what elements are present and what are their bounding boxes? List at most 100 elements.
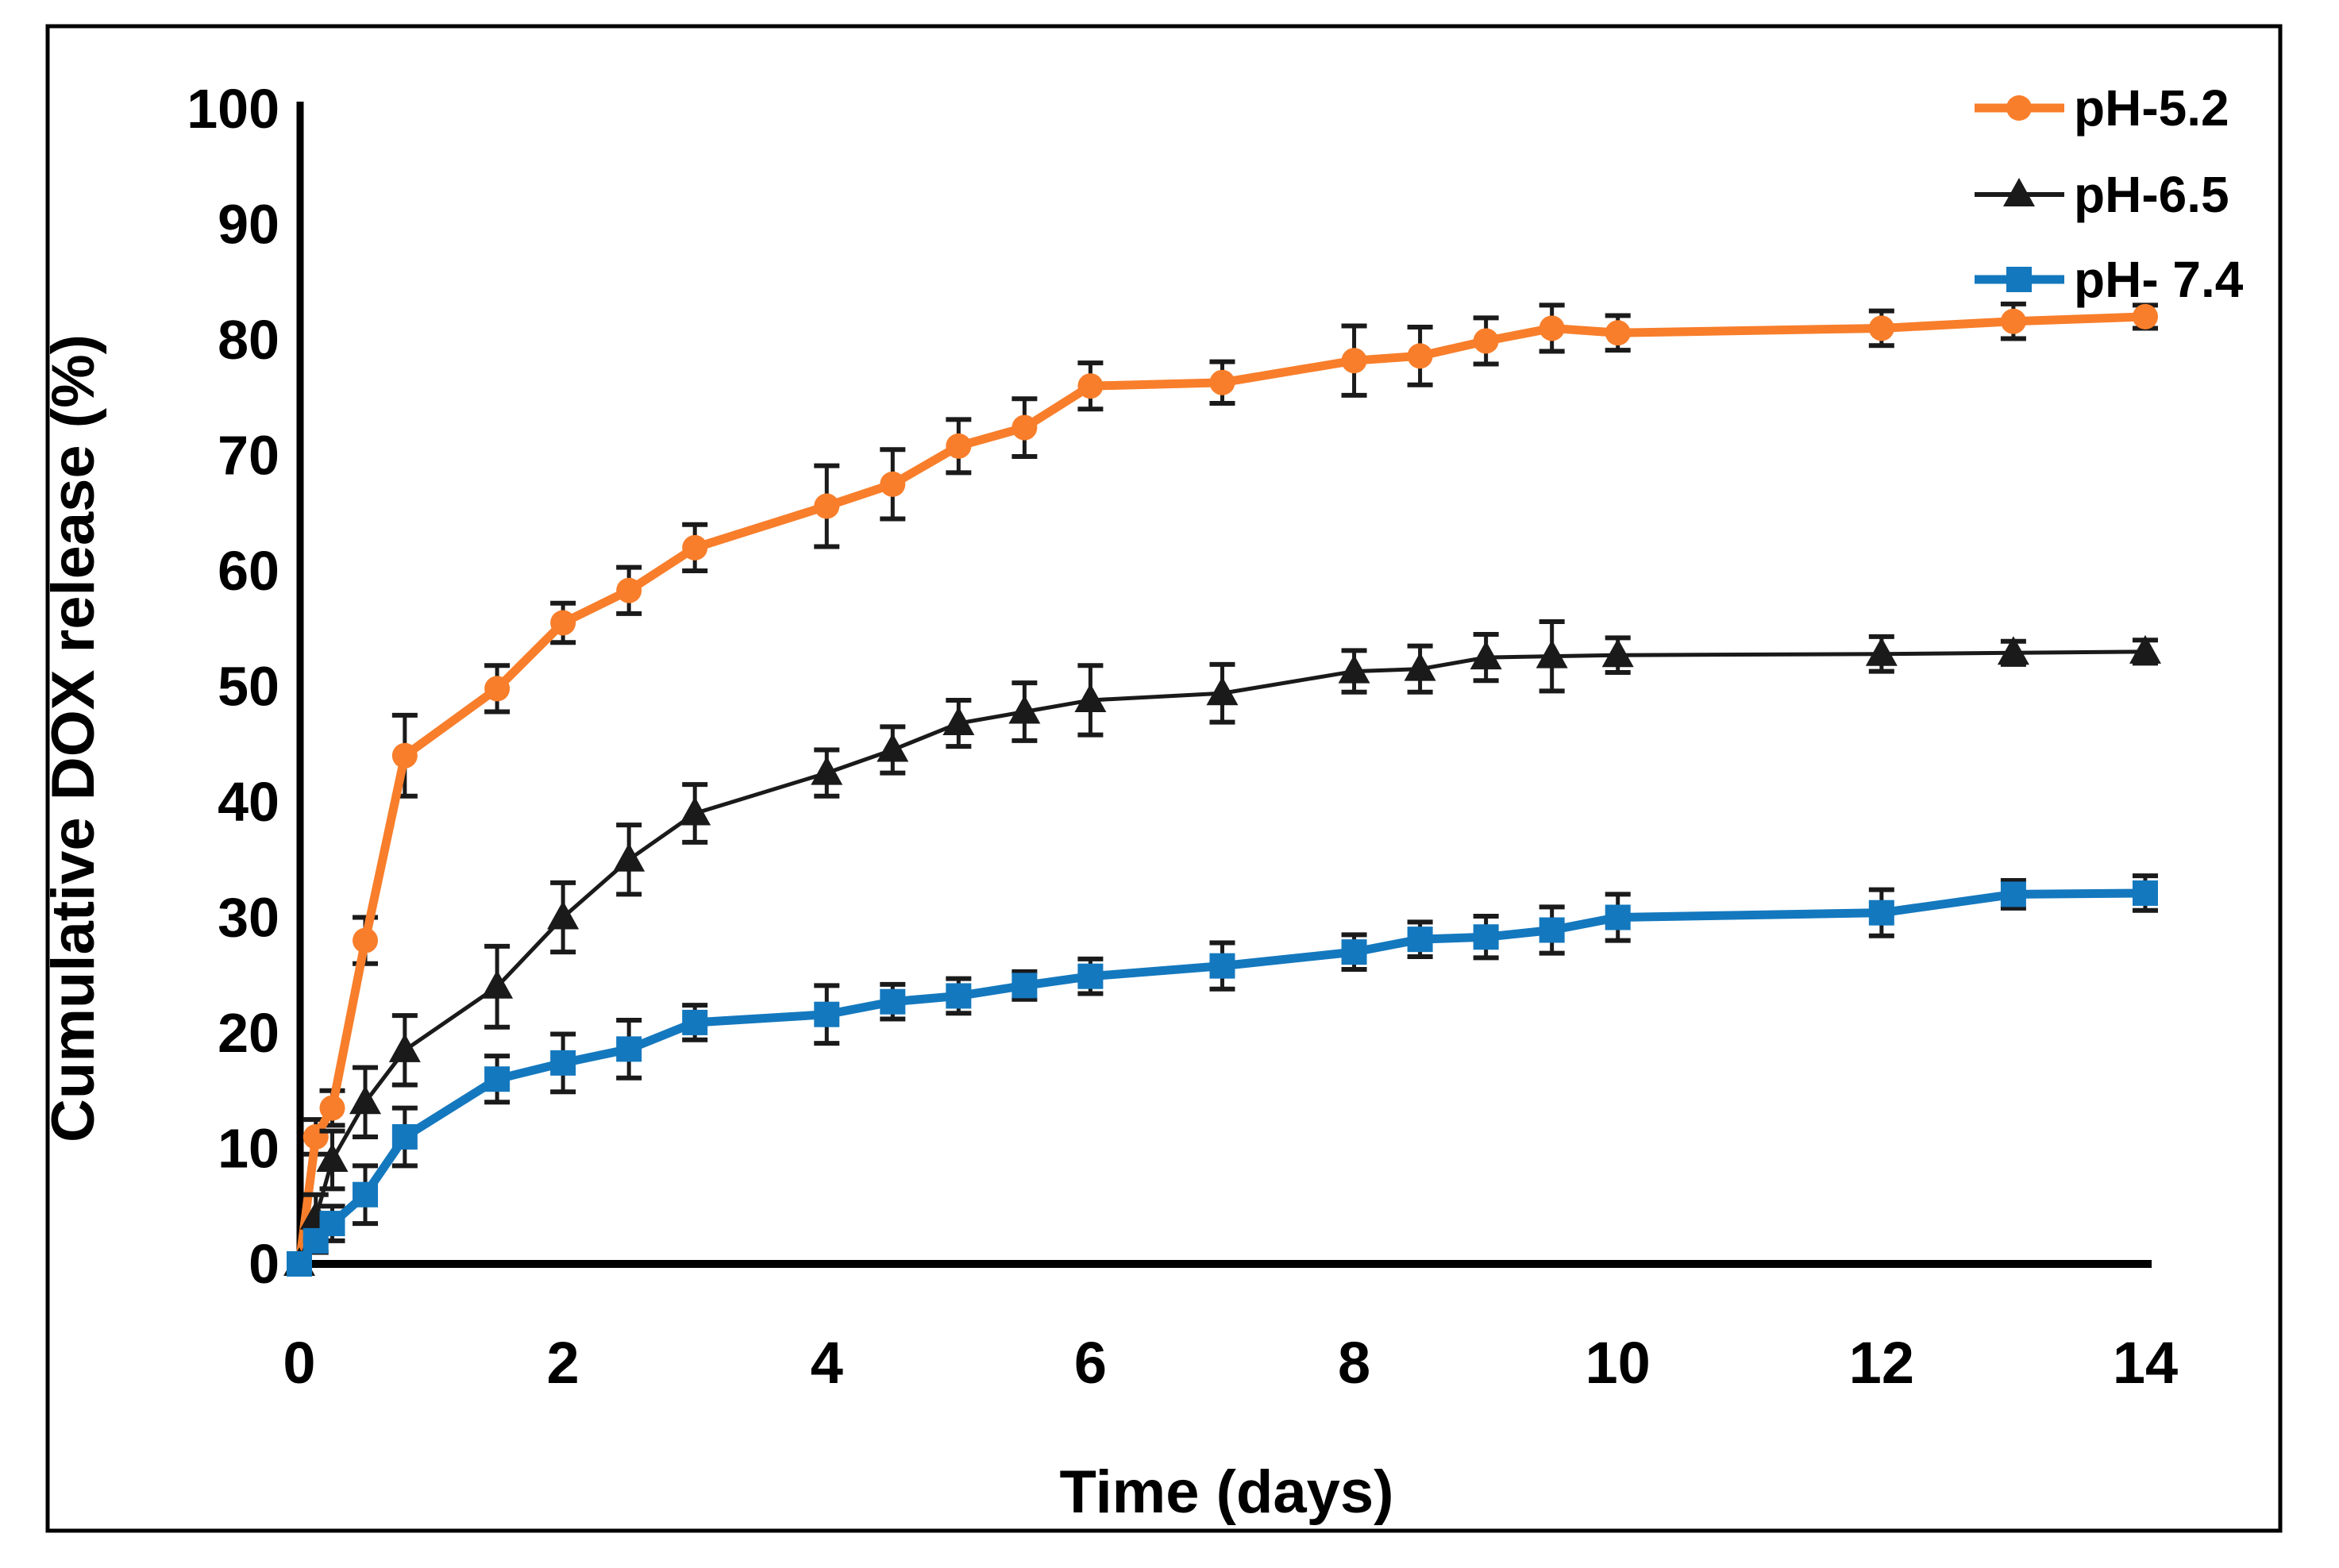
triangle-marker [316,1143,349,1173]
circle-marker [1077,373,1104,399]
square-marker [319,1211,345,1237]
y-tick-label: 60 [218,540,279,602]
triangle-marker [1404,652,1436,681]
square-marker [353,1181,379,1208]
square-marker [2000,881,2026,907]
x-tick-label: 2 [547,1330,580,1396]
circle-marker [1539,315,1565,341]
square-marker [1407,927,1433,953]
series-pH-5.2 [287,301,2158,1277]
square-marker [2132,880,2158,906]
triangle-marker [1536,639,1568,668]
circle-marker [946,433,972,459]
square-marker [484,1066,511,1092]
circle-marker [353,927,379,954]
circle-marker [1868,315,1894,341]
circle-marker [616,577,642,603]
triangle-marker [1601,638,1634,668]
square-marker [1341,939,1367,965]
square-marker [1868,900,1894,926]
circle-marker [319,1095,345,1121]
square-marker [1209,953,1235,979]
triangle-marker [942,707,975,736]
y-tick-label: 80 [218,309,279,371]
series-pH-7.4 [287,873,2158,1277]
triangle-marker [2129,634,2161,664]
circle-marker [1209,369,1235,395]
x-axis-tick-labels: 0 2 4 6 8 10 12 14 [283,1330,2178,1396]
square-marker [1539,917,1565,943]
y-axis-tick-labels: 0 10 20 30 40 50 60 70 80 90 100 [187,78,279,1295]
y-tick-label: 30 [218,887,279,949]
square-marker [880,988,906,1015]
x-tick-label: 6 [1074,1330,1107,1396]
circle-marker [2006,95,2032,121]
y-tick-label: 20 [218,1002,279,1064]
x-tick-label: 8 [1338,1330,1370,1396]
square-marker [1012,973,1038,999]
y-tick-label: 10 [218,1118,279,1180]
series-plot [283,301,2161,1277]
square-marker [616,1036,642,1062]
y-tick-label: 0 [249,1233,279,1295]
circle-marker [1605,320,1631,346]
triangle-marker [481,969,514,999]
circle-marker [880,471,906,497]
square-marker [1605,904,1631,930]
circle-marker [1341,348,1367,374]
square-marker [391,1123,418,1150]
circle-marker [302,1123,329,1150]
square-marker [946,983,972,1009]
triangle-marker [679,796,711,826]
legend: pH-5.2 pH-6.5 pH- 7.4 [1975,79,2244,308]
triangle-marker [1470,641,1502,670]
circle-marker [2132,303,2158,329]
circle-marker [1012,414,1038,441]
y-axis-title: Cumulative DOX release (%) [40,334,107,1142]
x-axis-title: Time (days) [1060,1458,1394,1526]
y-tick-label: 40 [218,771,279,833]
triangle-marker [1997,636,2029,665]
triangle-marker [613,842,645,872]
triangle-marker [1338,654,1370,684]
square-marker [550,1050,576,1076]
legend-label: pH-6.5 [2074,166,2229,223]
x-tick-label: 12 [1849,1330,1914,1396]
triangle-marker [1206,676,1239,706]
square-marker [287,1251,312,1277]
y-tick-label: 100 [187,78,279,140]
triangle-marker [877,733,909,762]
circle-marker [2000,308,2026,334]
triangle-marker [1008,695,1041,724]
x-tick-label: 0 [283,1330,315,1396]
series-pH-6.5 [283,619,2161,1276]
circle-marker [682,534,708,561]
square-marker [1473,924,1499,950]
triangle-marker [2003,178,2035,206]
square-marker [814,1001,840,1027]
x-tick-label: 4 [811,1330,843,1396]
triangle-marker [388,1033,421,1062]
triangle-marker [811,756,843,785]
figure-border [45,24,2283,1533]
triangle-marker [1074,683,1107,712]
triangle-marker [349,1085,382,1115]
legend-item: pH-5.2 [1975,79,2229,137]
x-tick-label: 10 [1586,1330,1651,1396]
square-marker [2006,267,2032,292]
circle-marker [391,742,418,769]
square-marker [1077,963,1104,989]
circle-marker [484,676,511,702]
legend-label: pH- 7.4 [2074,251,2244,308]
circle-marker [550,610,576,636]
circle-marker [1473,328,1499,354]
legend-label: pH-5.2 [2074,79,2229,137]
circle-marker [814,493,840,519]
triangle-marker [1865,637,1898,666]
y-tick-label: 90 [218,194,279,256]
x-tick-label: 14 [2113,1330,2178,1396]
square-marker [682,1009,708,1035]
y-tick-label: 70 [218,425,279,487]
